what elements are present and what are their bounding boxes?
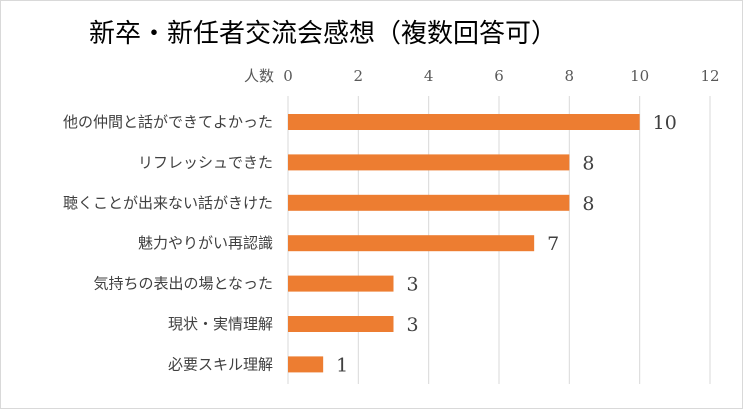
category-label-0: 他の仲間と話ができてよかった — [63, 113, 273, 131]
x-tick-label-6: 6 — [494, 67, 504, 85]
x-tick-label-0: 0 — [283, 67, 293, 85]
x-tick-label-10: 10 — [630, 67, 649, 85]
category-label-5: 現状・実情理解 — [168, 315, 273, 333]
bar-5 — [288, 316, 394, 332]
x-tick-label-4: 4 — [424, 67, 434, 85]
data-label-6: 1 — [336, 354, 348, 376]
bar-0 — [288, 114, 640, 130]
x-tick-label-12: 12 — [700, 67, 719, 85]
data-label-3: 7 — [547, 233, 559, 255]
data-label-5: 3 — [407, 314, 419, 336]
bar-6 — [288, 356, 324, 373]
x-tick-label-2: 2 — [354, 67, 364, 85]
bar-1 — [288, 154, 570, 171]
data-label-0: 10 — [653, 112, 677, 134]
data-label-2: 8 — [582, 193, 594, 215]
category-label-1: リフレッシュできた — [138, 153, 273, 171]
chart-title: 新卒・新任者交流会感想（複数回答可） — [89, 19, 558, 49]
category-label-6: 必要スキル理解 — [168, 355, 273, 373]
x-axis-unit-label: 人数 — [244, 67, 274, 85]
data-label-1: 8 — [582, 152, 594, 174]
bar-3 — [288, 235, 535, 252]
data-label-4: 3 — [407, 274, 419, 296]
category-label-2: 聴くことが出来ない話がきけた — [63, 194, 273, 212]
category-label-4: 気持ちの表出の場となった — [93, 275, 273, 293]
bar-4 — [288, 275, 394, 292]
x-tick-label-8: 8 — [565, 67, 575, 85]
bar-2 — [288, 194, 570, 211]
category-label-3: 魅力やりがい再認識 — [138, 234, 273, 252]
